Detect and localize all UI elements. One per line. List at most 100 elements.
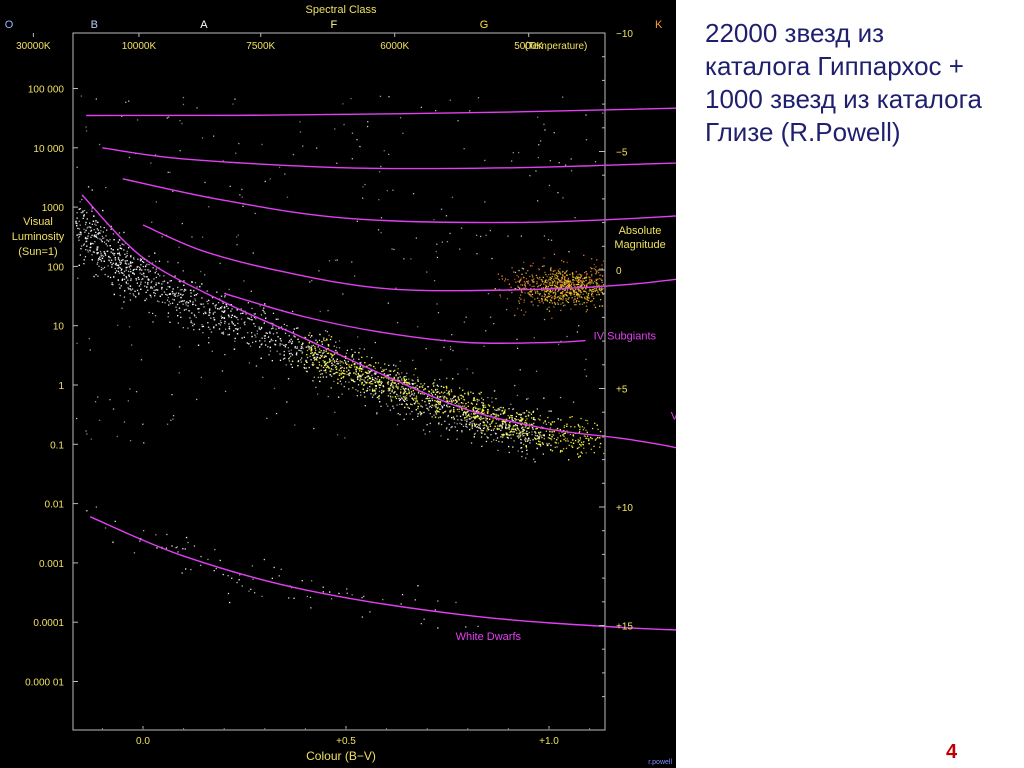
star-dot [358,367,361,370]
star-dot [346,588,348,590]
star-dot [296,351,298,354]
star-dot [494,415,496,418]
x-tick-label: +1.0 [539,736,559,747]
star-dot [404,381,406,384]
star-dot [430,392,432,394]
star-dot [411,404,413,406]
star-dot [90,246,92,249]
star-dot [552,292,554,294]
star-dot [517,285,519,287]
star-dot [553,280,556,282]
star-dot [364,396,366,398]
star-dot [208,206,210,208]
star-dot [214,305,216,307]
star-dot [403,400,406,402]
star-dot [553,306,555,308]
star-dot [357,336,359,338]
star-dot [472,392,474,394]
star-dot [529,275,531,278]
star-dot [344,437,346,439]
star-dot [110,251,112,253]
star-dot [554,270,556,272]
star-dot [451,196,454,198]
star-dot [439,392,441,394]
star-dot [556,274,558,276]
star-dot [505,420,507,422]
star-dot [451,426,453,428]
star-dot [228,288,230,291]
star-dot [575,293,578,295]
star-dot [183,309,186,311]
star-dot [543,123,545,125]
star-dot [318,361,320,363]
star-dot [105,235,107,237]
star-dot [585,277,588,279]
star-dot [302,342,304,344]
star-dot [374,371,376,374]
star-dot [366,372,368,374]
star-dot [403,382,405,384]
star-dot [406,372,408,374]
star-dot [519,433,521,436]
star-dot [538,269,540,271]
star-dot [166,423,169,425]
star-dot [422,386,424,389]
star-dot [560,340,562,343]
star-dot [550,410,552,412]
star-dot [359,368,361,370]
star-dot [516,413,518,415]
star-dot [285,364,287,366]
star-dot [393,370,395,372]
star-dot [578,290,580,292]
star-dot [264,340,266,342]
star-dot [571,273,574,275]
star-dot [474,399,476,402]
star-dot [416,400,418,402]
star-dot [179,120,181,122]
star-dot [514,418,516,420]
star-dot [511,160,513,162]
star-dot [453,409,455,411]
star-dot [382,370,385,372]
star-dot [390,397,392,399]
star-dot [563,261,565,263]
star-dot [97,396,99,398]
star-dot [105,243,107,245]
star-dot [404,397,406,399]
star-dot [493,439,495,441]
star-dot [388,374,391,376]
star-dot [567,291,569,293]
star-dot [97,237,99,240]
star-dot [237,319,239,321]
star-dot [242,205,244,207]
star-dot [168,304,170,306]
star-dot [422,384,424,387]
star-dot [202,332,204,334]
chart-background [0,0,676,768]
star-dot [563,435,565,437]
star-dot [247,302,249,304]
star-dot [140,259,142,261]
star-dot [213,326,215,328]
star-dot [542,276,544,279]
star-dot [560,309,562,312]
star-dot [513,430,515,433]
star-dot [260,326,263,329]
star-dot [154,252,156,254]
star-dot [566,301,568,303]
star-dot [503,421,505,423]
star-dot [599,430,602,433]
star-dot [588,276,590,278]
star-dot [471,403,474,405]
star-dot [468,413,470,415]
star-dot [425,404,427,406]
star-dot [181,300,184,302]
star-dot [85,229,87,232]
star-dot [224,328,227,330]
star-dot [557,270,560,273]
star-dot [596,259,598,261]
star-dot [155,276,157,279]
star-dot [583,447,585,449]
star-dot [360,376,362,378]
star-dot [454,426,456,428]
